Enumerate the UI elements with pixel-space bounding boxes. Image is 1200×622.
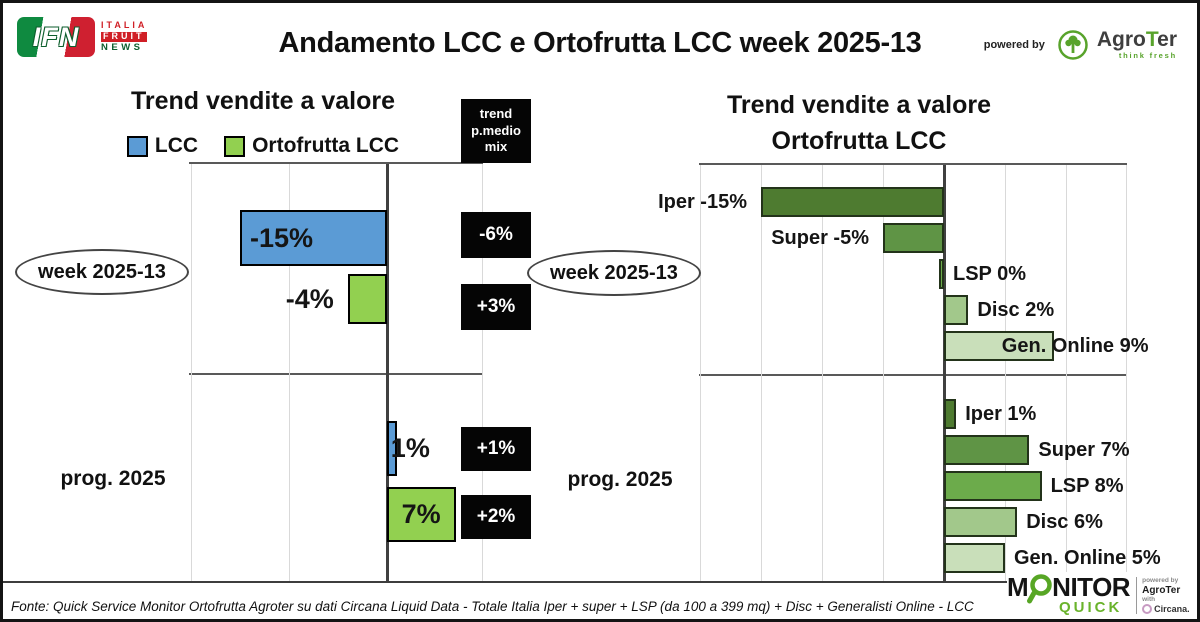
trend-box-lcc-prog: +1% bbox=[461, 427, 531, 471]
gridline bbox=[882, 165, 884, 581]
bar-label: LSP 8% bbox=[1050, 475, 1124, 497]
gridline bbox=[190, 164, 192, 581]
bar-label: 7% bbox=[401, 499, 441, 529]
bar-label: Gen. Online 9% bbox=[1001, 335, 1149, 357]
bar-label: Gen. Online 5% bbox=[1014, 547, 1161, 569]
legend-item-lcc: LCC bbox=[126, 134, 199, 158]
bar-lcc-week bbox=[240, 210, 387, 266]
bar-iper-week bbox=[761, 187, 944, 217]
ortofrutta-swatch-icon bbox=[224, 135, 246, 157]
trend-box-ortofrutta-prog: +2% bbox=[461, 495, 531, 539]
gridline bbox=[481, 164, 483, 581]
gridline bbox=[1065, 165, 1067, 581]
ifn-acronym: IFN bbox=[32, 21, 80, 52]
agroter-tagline: think fresh bbox=[1118, 51, 1177, 60]
monitor-powered-by: powered by bbox=[1142, 577, 1179, 585]
trend-box-lcc-week: -6% bbox=[461, 212, 531, 258]
monitor-partners: powered by AgroTer with Circana. bbox=[1136, 577, 1190, 614]
gridline bbox=[1125, 165, 1127, 581]
right-plot-area bbox=[699, 163, 1127, 581]
monitor-quick-logo: M NITOR QUICK powered by AgroTer with Ci… bbox=[1007, 572, 1197, 619]
gridline bbox=[1004, 165, 1006, 581]
gridline bbox=[288, 164, 290, 581]
bar-lsp-week bbox=[939, 259, 944, 289]
monitor-partner-agroter: AgroTer bbox=[1142, 584, 1181, 596]
zero-axis bbox=[942, 165, 946, 581]
legend-label-lcc: LCC bbox=[154, 134, 199, 157]
agroter-logo: powered by AgroTer think fresh bbox=[984, 29, 1177, 60]
bar-iper-prog bbox=[944, 399, 957, 429]
bar-disc-prog bbox=[944, 507, 1018, 537]
bar-label: Iper 1% bbox=[965, 403, 1037, 425]
left-week-label: week 2025-13 bbox=[15, 249, 189, 295]
legend-label-ortofrutta: Ortofrutta LCC bbox=[252, 134, 400, 157]
monitor-wordmark: M NITOR QUICK bbox=[1007, 571, 1131, 618]
zero-axis bbox=[385, 164, 389, 581]
bar-ortofrutta-lcc-prog bbox=[387, 487, 456, 542]
left-chart-title: Trend vendite a valore bbox=[131, 87, 395, 115]
bar-super-prog bbox=[944, 435, 1030, 465]
bar-label: Super 7% bbox=[1038, 439, 1130, 461]
legend-item-ortofrutta: Ortofrutta LCC bbox=[224, 134, 399, 158]
bar-label: Disc 6% bbox=[1026, 511, 1103, 533]
gridline bbox=[821, 165, 823, 581]
lcc-swatch-icon bbox=[126, 135, 148, 157]
monitor-word-suffix: NITOR bbox=[1052, 571, 1131, 602]
circana-icon bbox=[1142, 603, 1153, 614]
left-plot-area bbox=[189, 162, 483, 581]
bar-label: -4% bbox=[285, 284, 334, 314]
powered-by-label: powered by bbox=[983, 38, 1045, 51]
bar-label: Disc 2% bbox=[977, 299, 1055, 321]
bar-label: Super -5% bbox=[771, 227, 869, 249]
bar-label: 1% bbox=[390, 433, 430, 463]
monitor-word-prefix: M bbox=[1007, 571, 1029, 602]
footer-divider bbox=[3, 581, 1197, 583]
left-chart-legend: LCC Ortofrutta LCC bbox=[113, 134, 413, 158]
agroter-tree-icon bbox=[1058, 29, 1088, 60]
right-prog-label: prog. 2025 bbox=[567, 468, 673, 491]
right-row-divider bbox=[699, 374, 1127, 376]
source-note: Fonte: Quick Service Monitor Ortofrutta … bbox=[11, 599, 974, 614]
quick-wordmark: QUICK bbox=[1059, 598, 1123, 616]
bar-gen-online-prog bbox=[944, 543, 1005, 573]
agroter-wordmark: AgroTer think fresh bbox=[1097, 29, 1177, 60]
ifn-line-news: NEWS bbox=[101, 41, 144, 53]
bar-disc-week bbox=[944, 295, 969, 325]
monitor-with-label: with bbox=[1142, 596, 1156, 604]
magnifier-icon bbox=[1027, 574, 1052, 604]
bar-gen-online-week bbox=[944, 331, 1054, 361]
ifn-line-italia: ITALIA bbox=[101, 19, 148, 30]
bar-lsp-prog bbox=[944, 471, 1042, 501]
right-chart-title: Trend vendite a valore Ortofrutta LCC bbox=[727, 91, 991, 156]
bar-label: Iper -15% bbox=[658, 191, 747, 213]
ifn-line-fruit: FRUIT bbox=[101, 30, 147, 42]
bar-ortofrutta-lcc-week bbox=[347, 274, 387, 324]
monitor-partner-circana: Circana. bbox=[1142, 604, 1190, 614]
trend-box-ortofrutta-week: +3% bbox=[461, 284, 531, 330]
agroter-name: AgroTer bbox=[1096, 28, 1177, 51]
ifn-logo: IFN ITALIA FRUIT NEWS bbox=[17, 17, 147, 57]
gridline bbox=[760, 165, 762, 581]
page-title: Andamento LCC e Ortofrutta LCC week 2025… bbox=[278, 27, 922, 59]
bar-label: LSP 0% bbox=[953, 263, 1026, 285]
left-row-divider bbox=[189, 373, 483, 375]
trend-pmedio-mix-header: trend p.medio mix bbox=[461, 99, 531, 163]
left-prog-label: prog. 2025 bbox=[60, 467, 166, 490]
right-week-label: week 2025-13 bbox=[527, 250, 701, 296]
ifn-wordmark: ITALIA FRUIT NEWS bbox=[101, 19, 148, 53]
ifn-flag-icon: IFN bbox=[17, 17, 95, 57]
bar-super-week bbox=[883, 223, 944, 253]
bar-lcc-prog bbox=[387, 421, 397, 476]
gridline bbox=[699, 165, 701, 581]
bar-label: -15% bbox=[250, 223, 314, 253]
